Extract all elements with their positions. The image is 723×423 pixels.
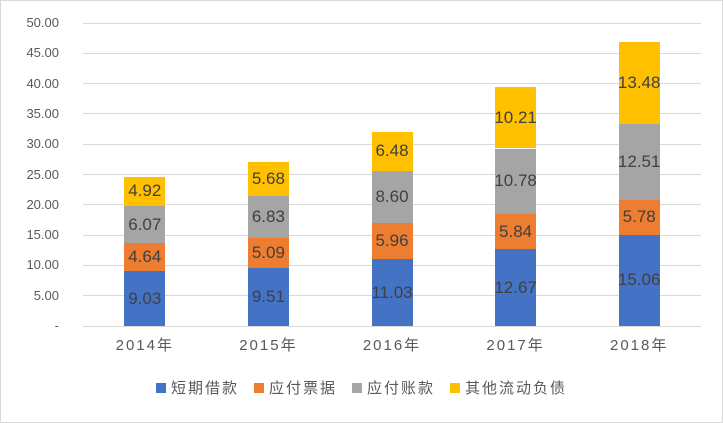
legend-item: 应付票据 [253,377,337,398]
data-label: 9.03 [128,288,162,308]
legend-label: 其他流动负债 [465,380,568,397]
data-label: 8.60 [375,186,409,206]
bar-segment: 15.06 [617,234,661,326]
bar-segment: 9.03 [124,271,166,326]
bar-segment: 6.48 [371,131,413,171]
bar-segment: 12.67 [494,249,537,326]
legend-label: 应付票据 [268,380,337,397]
data-label: 10.78 [494,171,537,191]
bar-segment: 5.09 [247,237,289,269]
legend-label: 短期借款 [170,380,239,397]
data-label: 13.48 [617,73,661,93]
data-label: 9.51 [251,287,285,307]
y-axis: - 5.00 10.00 15.00 20.00 25.00 30.00 35.00 40.00… [1,1,61,422]
x-axis: 2014年 2015年 2016年 2017年 2018年 [83,334,701,356]
legend-marker-icon [253,382,264,393]
data-label: 5.96 [375,231,409,251]
bar-segment: 6.83 [247,196,289,238]
bar-segment: 12.51 [617,123,661,200]
x-axis-tick-label: 2016年 [362,337,422,354]
legend-item: 应付账款 [352,377,435,398]
bar-segment: 8.60 [371,170,413,224]
bar-segment: 4.92 [124,176,166,207]
data-label: 4.64 [128,247,162,267]
data-label: 5.09 [251,242,285,262]
bar-segment: 5.78 [618,199,660,235]
y-axis-tick-label: 25.00 [26,166,59,182]
bar-segment: 9.51 [247,268,289,326]
bar-segment: 10.21 [494,86,537,149]
x-axis-tick-label: 2017年 [486,337,545,354]
data-label: 5.84 [499,221,533,241]
y-axis-tick-label: 5.00 [33,287,59,303]
gridline [83,22,701,24]
gridline [83,113,701,115]
y-axis-tick-label: 50.00 [26,15,59,30]
legend-item: 短期借款 [155,377,239,398]
gridline [83,83,701,85]
data-label: 11.03 [371,282,413,302]
plot-area: 9.03 4.64 6.07 4.92 9.51 5.09 6.83 5.68 11.03 5.9… [83,22,701,327]
legend-marker-icon [450,382,461,393]
data-label: 12.67 [494,277,537,297]
legend-marker-icon [352,382,362,393]
gridline [83,325,701,327]
bar-segment: 5.68 [247,161,289,197]
gridline [83,52,701,54]
bar-segment: 6.07 [124,206,166,244]
y-axis-tick-label: 40.00 [26,75,59,91]
data-label: 10.21 [494,107,537,127]
data-label: 6.48 [375,141,409,161]
y-axis-tick-label: 20.00 [26,196,59,212]
y-axis-tick-label: - [54,318,59,333]
x-axis-tick-label: 2018年 [610,337,669,354]
bar-segment: 13.48 [617,42,661,124]
data-label: 15.06 [617,270,661,290]
x-axis-tick-label: 2015年 [239,337,298,354]
bar-segment: 5.84 [495,213,537,250]
bar-segment: 5.96 [371,223,413,260]
data-label: 6.83 [251,206,285,226]
bar-segment: 4.64 [124,243,166,272]
legend-marker-icon [155,382,166,393]
legend: 短期借款 应付票据 应付账款 其他流动负债 [1,377,722,398]
y-axis-tick-label: 10.00 [26,257,59,273]
legend-item: 其他流动负债 [450,377,567,398]
y-axis-tick-label: 30.00 [26,136,59,152]
bar-segment: 10.78 [494,148,537,214]
legend-label: 应付账款 [367,380,436,397]
y-axis-tick-label: 15.00 [26,227,59,243]
data-label: 6.07 [128,214,162,234]
data-label: 12.51 [617,151,661,171]
y-axis-tick-label: 45.00 [26,45,59,61]
data-label: 5.68 [251,168,285,188]
x-axis-tick-label: 2014年 [115,337,174,354]
data-label: 5.78 [622,207,656,227]
data-label: 4.92 [128,181,162,201]
bar-segment: 11.03 [371,259,413,326]
y-axis-tick-label: 35.00 [26,105,59,121]
